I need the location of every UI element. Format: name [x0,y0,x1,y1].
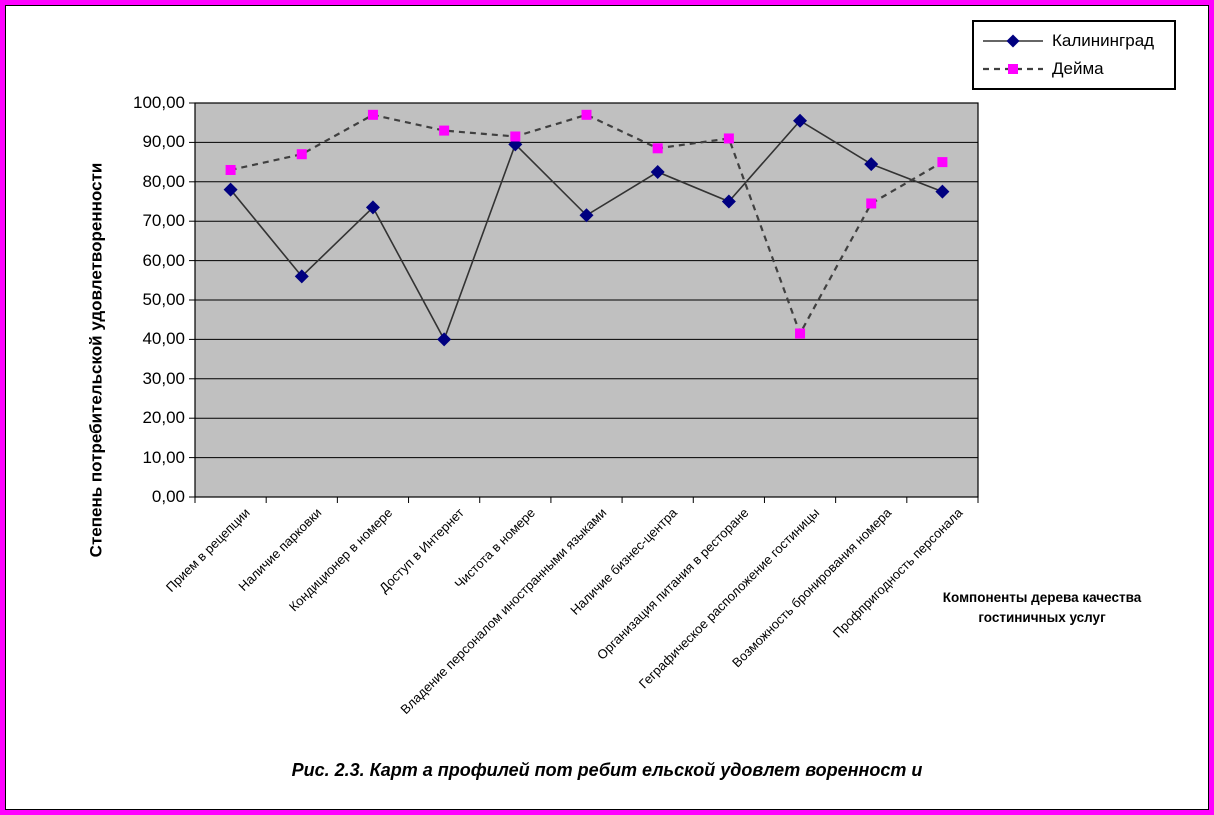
data-point-marker-1 [795,328,806,339]
legend-label-deyma: Дейма [1052,58,1104,78]
y-tick-label: 10,00 [142,447,185,467]
x-axis-title-line2: гостиничных услуг [978,610,1106,625]
data-point-marker-1 [296,149,307,160]
x-axis-title: Компоненты дерева качества гостиничных у… [917,588,1167,628]
data-point-marker-0 [579,208,594,223]
chart-caption: Рис. 2.3. Карт а профилей пот ребит ельс… [291,760,923,780]
y-tick-label: 60,00 [142,250,185,270]
data-point-marker-0 [437,332,452,347]
y-axis-title-wrap: Степень потребительской удовлетворенност… [75,120,117,600]
x-axis-title-line1: Компоненты дерева качества [942,590,1142,605]
y-axis-title: Степень потребительской удовлетворенност… [86,162,105,558]
data-point-marker-0 [223,182,238,197]
data-point-marker-1 [652,143,663,154]
y-tick-label: 40,00 [142,329,185,349]
chart-plot-svg [189,102,979,503]
y-tick-label: 20,00 [142,408,185,428]
y-tick-label: 50,00 [142,290,185,309]
y-tick-label: 70,00 [142,211,185,231]
data-point-marker-1 [581,109,592,120]
kaliningrad-line-diamond-icon [983,34,1043,48]
data-point-marker-0 [294,269,309,284]
data-point-marker-0 [793,113,808,128]
deyma-dashed-square-icon [983,63,1043,74]
y-tick-label: 90,00 [142,132,185,152]
data-point-marker-1 [225,164,236,175]
chart-legend: Калининград Дейма [972,20,1176,90]
data-point-marker-0 [365,200,380,215]
y-tick-label: 100,00 [133,93,185,112]
legend-label-kaliningrad: Калининград [1052,31,1155,51]
data-point-marker-0 [721,194,736,209]
data-point-marker-1 [367,109,378,120]
data-point-marker-0 [864,157,879,172]
y-tick-label: 0,00 [151,487,185,506]
data-point-marker-1 [937,157,948,168]
y-tick-label: 30,00 [142,368,185,388]
y-tick-label: 80,00 [142,171,185,191]
data-point-marker-1 [866,198,877,209]
data-point-marker-0 [935,184,950,199]
data-point-marker-1 [510,131,521,142]
data-point-marker-0 [650,164,665,179]
legend-item-deyma: Дейма [982,59,1166,79]
data-point-marker-1 [439,125,450,136]
legend-item-kaliningrad: Калининград [982,31,1166,51]
data-point-marker-1 [723,133,734,144]
